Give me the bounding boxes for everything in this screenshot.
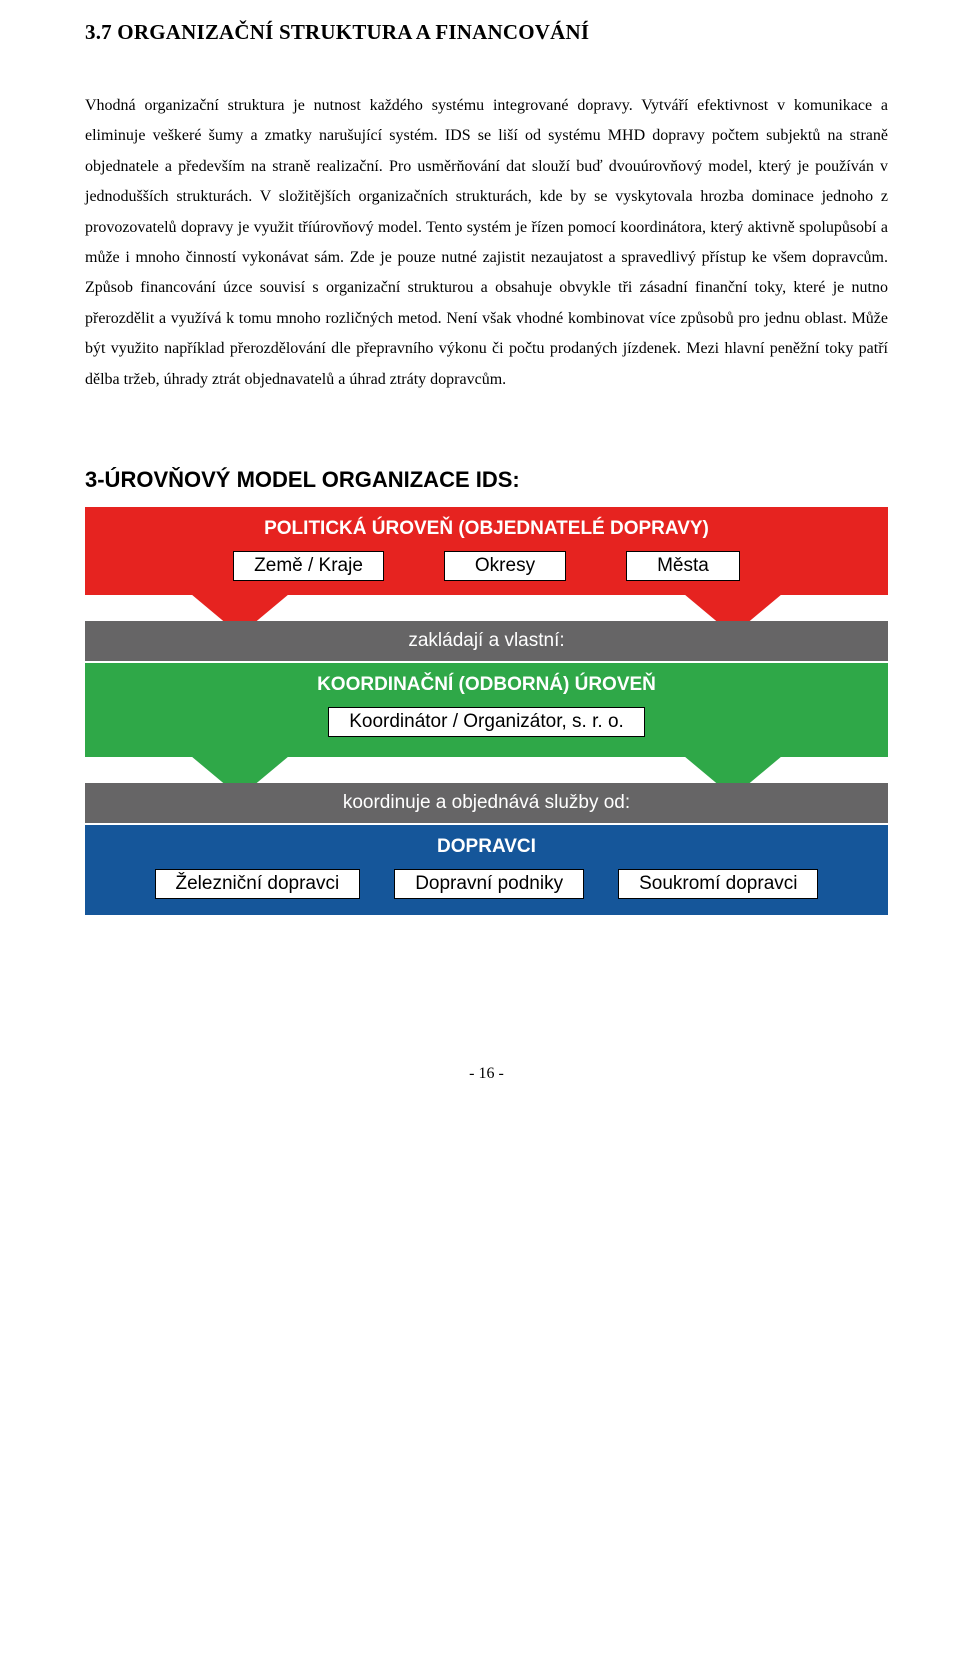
- tier-carriers-boxes: Železniční dopravci Dopravní podniky Sou…: [85, 869, 888, 915]
- box-zeleznicni: Železniční dopravci: [155, 869, 361, 899]
- box-zeme-kraje: Země / Kraje: [233, 551, 384, 581]
- diagram-title: 3-ÚROVŇOVÝ MODEL ORGANIZACE IDS:: [85, 467, 888, 493]
- box-koordinator: Koordinátor / Organizátor, s. r. o.: [328, 707, 645, 737]
- box-mesta: Města: [626, 551, 740, 581]
- tier-coordination: KOORDINAČNÍ (ODBORNÁ) ÚROVEŇ Koordinátor…: [85, 661, 888, 757]
- tier-header-carriers: DOPRAVCI: [85, 823, 888, 869]
- box-soukromi: Soukromí dopravci: [618, 869, 818, 899]
- box-dopravni-podniky: Dopravní podniky: [394, 869, 584, 899]
- tier-carriers: DOPRAVCI Železniční dopravci Dopravní po…: [85, 823, 888, 915]
- connector-label-1: zakládají a vlastní:: [408, 630, 564, 652]
- box-okresy: Okresy: [444, 551, 566, 581]
- tier-coordination-boxes: Koordinátor / Organizátor, s. r. o.: [85, 707, 888, 757]
- body-paragraph: Vhodná organizační struktura je nutnost …: [85, 91, 888, 395]
- page-number: - 16 -: [85, 1065, 888, 1083]
- tier-header-political: POLITICKÁ ÚROVEŇ (OBJEDNATELÉ DOPRAVY): [85, 505, 888, 551]
- org-model-diagram: 3-ÚROVŇOVÝ MODEL ORGANIZACE IDS: POLITIC…: [85, 467, 888, 915]
- connector-1: zakládají a vlastní:: [85, 595, 888, 661]
- section-heading: 3.7 ORGANIZAČNÍ STRUKTURA A FINANCOVÁNÍ: [85, 20, 888, 45]
- connector-label-2: koordinuje a objednává služby od:: [343, 792, 630, 814]
- tier-header-coordination: KOORDINAČNÍ (ODBORNÁ) ÚROVEŇ: [85, 661, 888, 707]
- tier-political: POLITICKÁ ÚROVEŇ (OBJEDNATELÉ DOPRAVY) Z…: [85, 505, 888, 595]
- connector-2: koordinuje a objednává služby od:: [85, 757, 888, 823]
